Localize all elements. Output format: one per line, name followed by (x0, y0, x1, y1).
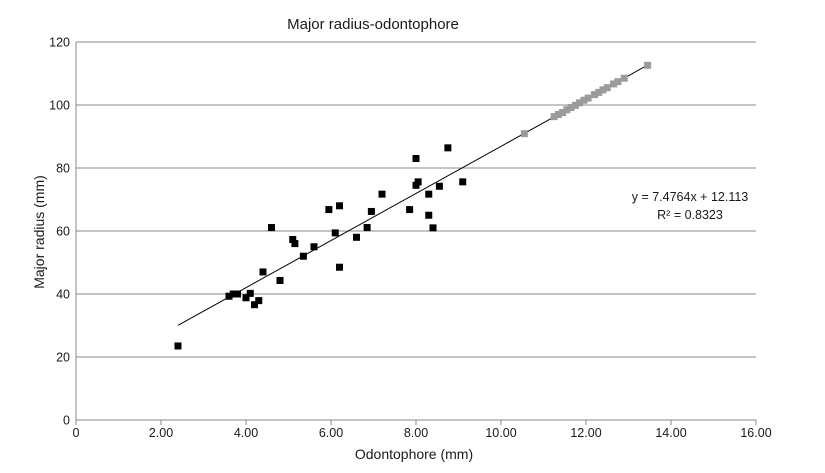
y-tick-label: 80 (56, 162, 70, 176)
data-point (576, 99, 584, 107)
y-tick-label: 20 (56, 351, 70, 365)
chart-title: Major radius-odontophore (287, 16, 459, 33)
data-point (276, 276, 284, 284)
data-point (567, 104, 575, 112)
data-point (336, 263, 343, 271)
r-squared-label: R² = 0.8323 (657, 208, 723, 222)
data-point (580, 96, 588, 104)
data-point (336, 202, 343, 210)
data-point (259, 268, 267, 276)
data-point (367, 207, 375, 215)
data-point (246, 289, 254, 297)
x-tick-label: 2.00 (149, 426, 173, 440)
data-point (225, 292, 233, 300)
data-point (331, 229, 339, 237)
data-point (599, 86, 607, 94)
x-tick-label: 8.00 (404, 426, 428, 440)
data-point (353, 233, 360, 241)
data-point (520, 130, 528, 138)
data-point (603, 84, 611, 92)
data-point (591, 91, 598, 99)
data-point (299, 252, 307, 260)
axes (75, 42, 757, 425)
x-tick-label: 6.00 (319, 426, 343, 440)
data-point (412, 155, 420, 163)
data-point (429, 224, 437, 232)
x-tick-label: 12.00 (570, 426, 601, 440)
data-point (310, 243, 318, 251)
data-point (325, 206, 333, 214)
x-tick-label: 4.00 (234, 426, 258, 440)
y-tick-label: 120 (49, 36, 70, 50)
y-axis-label: Major radius (mm) (31, 175, 47, 289)
data-point (550, 113, 558, 121)
data-point (571, 101, 579, 109)
data-point (174, 342, 182, 350)
x-axis-label: Odontophore (mm) (355, 446, 473, 462)
data-point (620, 74, 628, 82)
data-point (229, 290, 237, 298)
y-tick-label: 100 (49, 99, 70, 113)
data-point (610, 80, 618, 88)
x-tick-label: 10.00 (485, 426, 516, 440)
data-point (444, 144, 452, 152)
data-point (425, 190, 433, 198)
data-point (459, 178, 467, 186)
data-point (406, 206, 414, 214)
data-point (268, 224, 275, 232)
data-point (425, 211, 433, 219)
trendline-equation: y = 7.4764x + 12.113 (632, 190, 749, 204)
data-point (414, 178, 422, 186)
data-point (554, 110, 562, 118)
x-tick-label: 16.00 (740, 426, 771, 440)
data-points (174, 61, 652, 350)
y-tick-label: 0 (63, 414, 70, 428)
tick-labels: 0 20 40 60 80 100 120 0 2.00 4.00 6.00 8.00 10.00 12.… (49, 36, 772, 441)
data-point (595, 88, 603, 96)
data-point (584, 94, 592, 102)
y-tick-label: 40 (56, 288, 70, 302)
y-tick-label: 60 (56, 225, 70, 239)
data-point (378, 190, 386, 198)
data-point (435, 182, 443, 190)
data-point (363, 224, 371, 232)
data-point (234, 290, 241, 298)
data-point (559, 109, 567, 117)
data-point (251, 301, 258, 309)
gridlines (76, 41, 756, 358)
x-tick-label: 0 (73, 426, 80, 440)
data-point (242, 294, 250, 302)
data-point (644, 61, 652, 69)
data-point (614, 78, 622, 86)
data-point (563, 106, 571, 114)
data-point (289, 236, 297, 244)
data-point (255, 297, 263, 305)
data-point (291, 240, 299, 248)
x-tick-label: 14.00 (655, 426, 686, 440)
